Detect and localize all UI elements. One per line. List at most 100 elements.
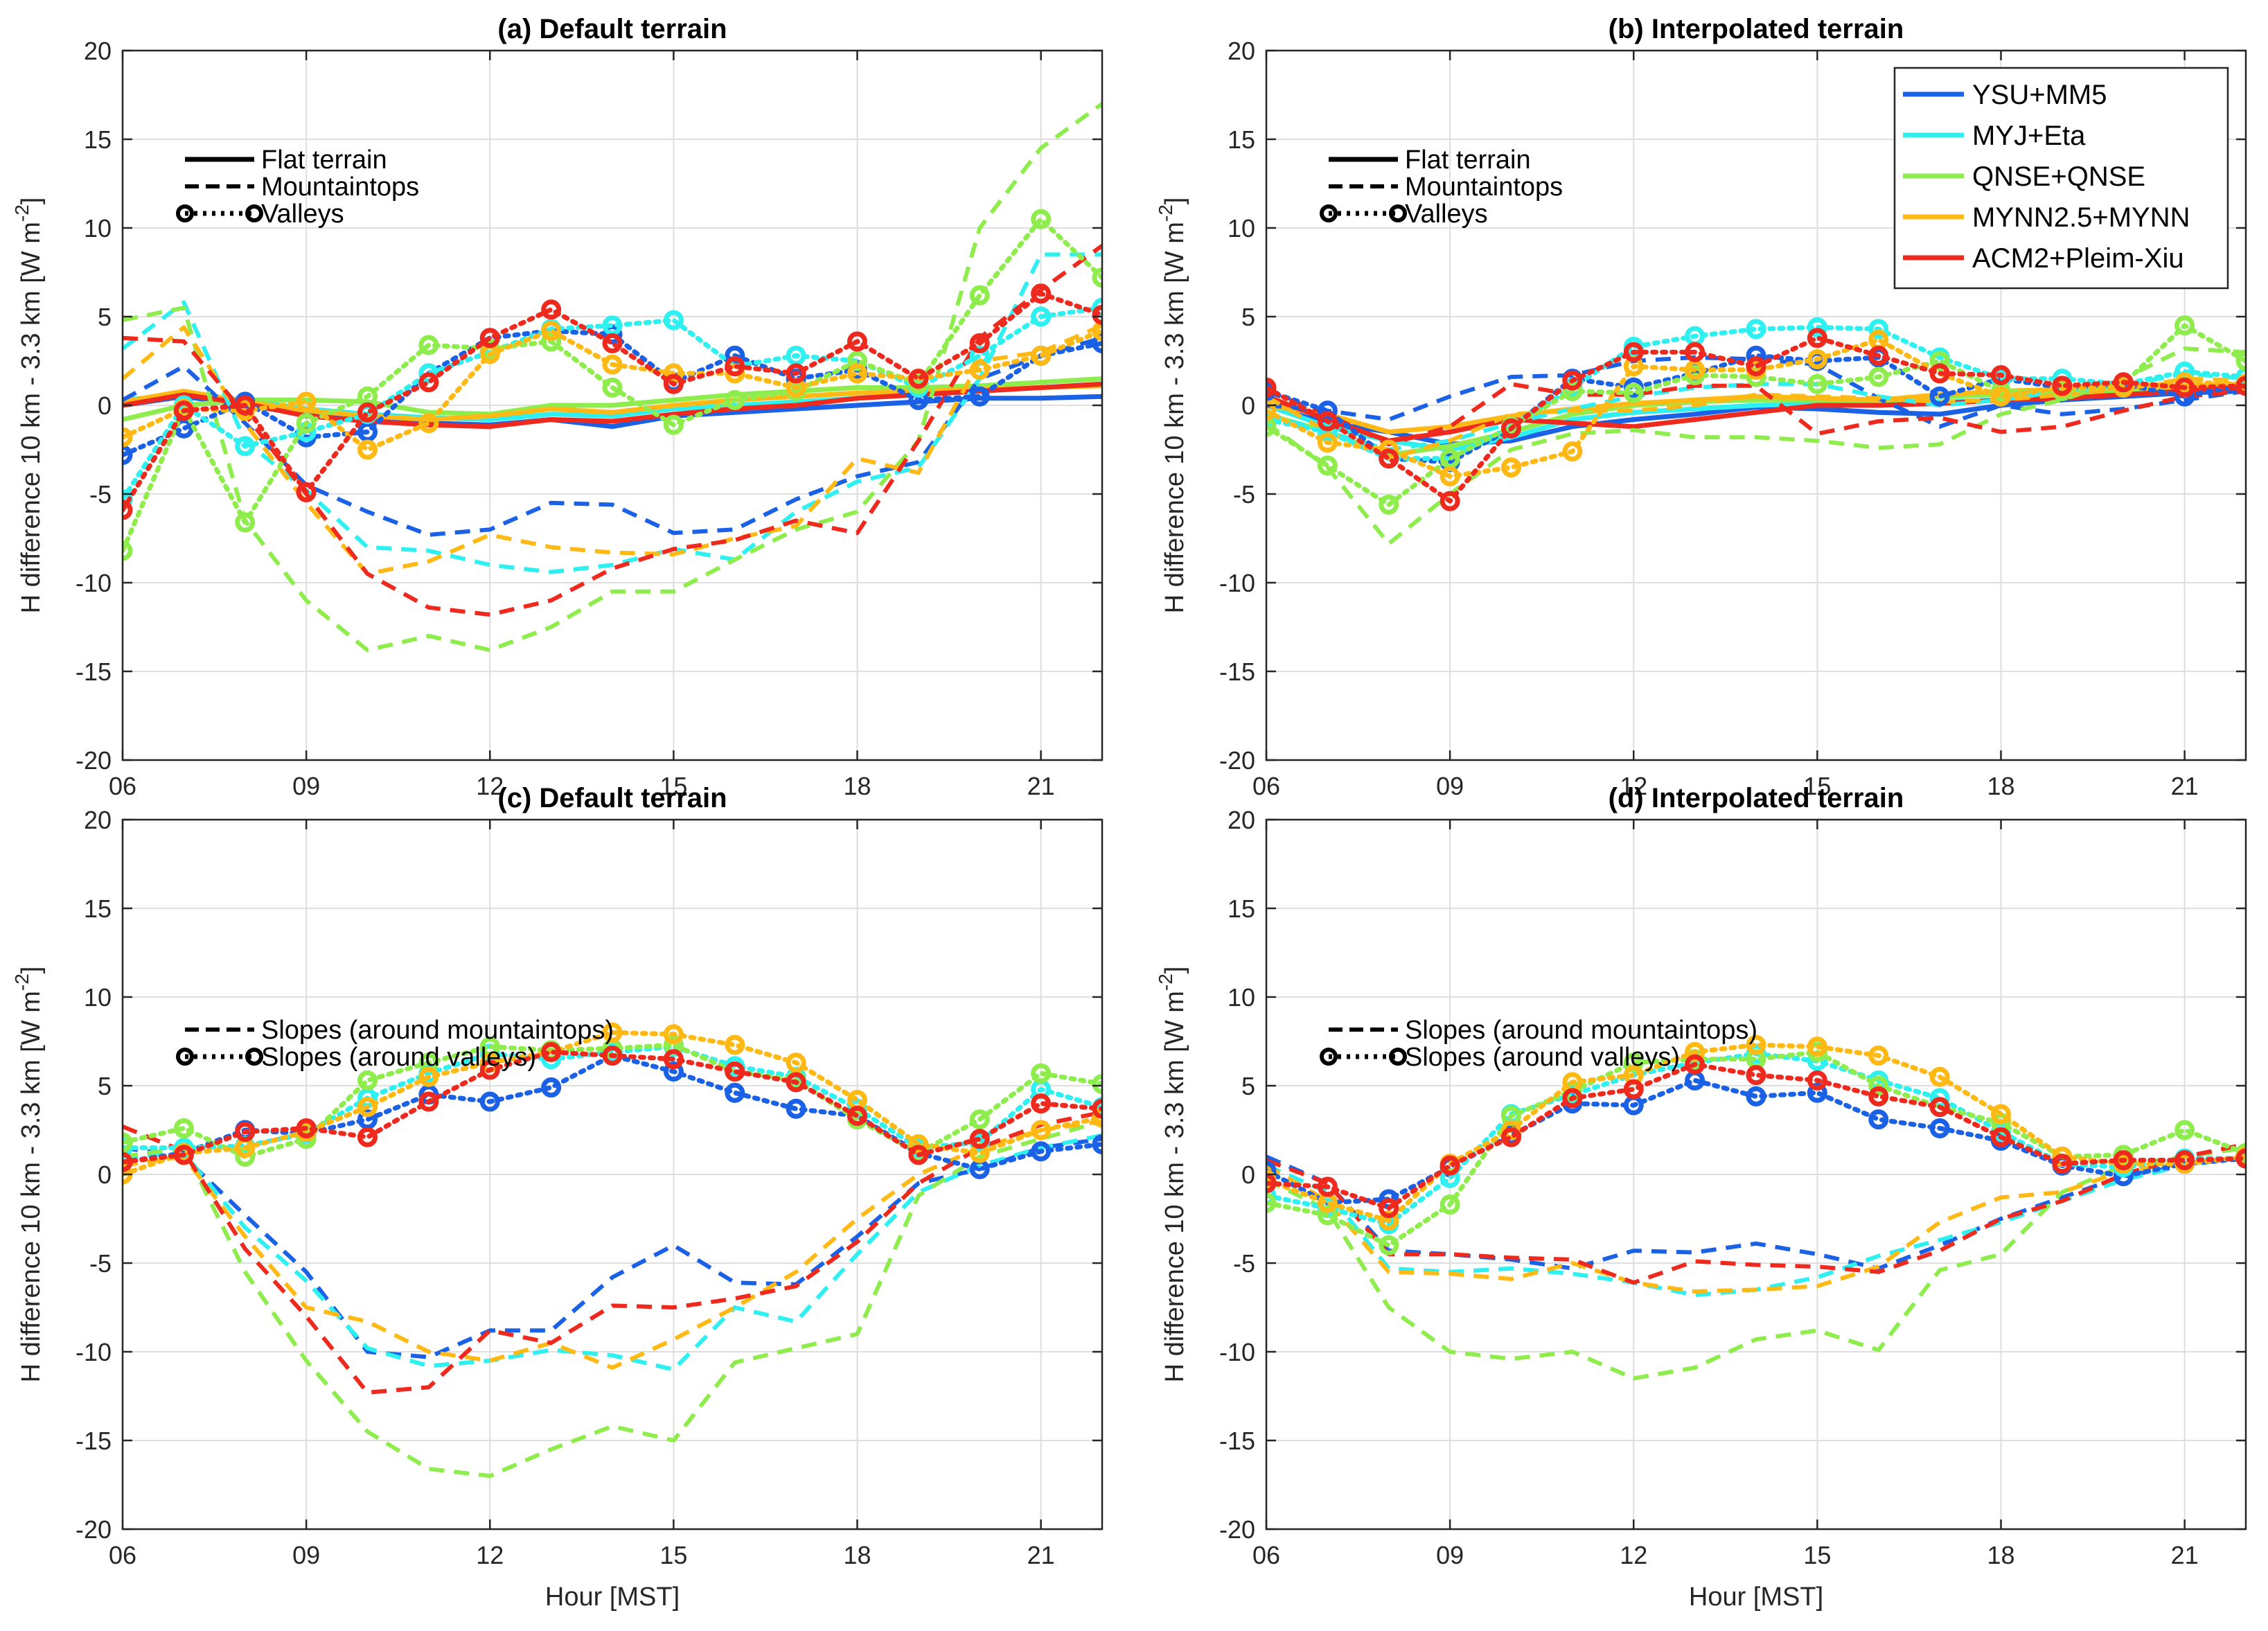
data-point-qnse-qnse [1623, 1052, 1644, 1073]
data-point-acm2-pleim-xiu [908, 369, 929, 389]
data-point-acm2-pleim-xiu [1929, 363, 1950, 384]
data-point-acm2-pleim-xiu [541, 299, 562, 320]
series-line-dotted-markers-acm2-pleim-xiu [123, 291, 1102, 513]
data-point-acm2-pleim-xiu [969, 1129, 990, 1149]
series-line-solid-qnse-qnse [123, 376, 1102, 422]
data-point-mynn2-5-mynn [123, 427, 133, 448]
data-point-mynn2-5-mynn [1092, 320, 1102, 341]
data-point-mynn2-5-mynn [1379, 1210, 1399, 1231]
data-point-qnse-qnse [663, 414, 684, 435]
data-point-acm2-pleim-xiu [357, 402, 378, 423]
series-line-dotted-markers-ysu-mm5 [123, 1053, 1102, 1172]
legend-label: QNSE+QNSE [1972, 161, 2145, 192]
data-point-mynn2-5-mynn [1929, 1066, 1950, 1087]
y-tick-label: 20 [1228, 37, 1255, 65]
series-line-dashed-acm2-pleim-xiu [1266, 382, 2246, 447]
data-point-acm2-pleim-xiu [725, 356, 745, 377]
y-tick-label: 20 [1228, 806, 1255, 834]
data-point-ysu-mm5 [1317, 400, 1338, 421]
data-point-mynn2-5-mynn [1868, 1045, 1889, 1066]
x-tick-label: 18 [1987, 772, 2014, 800]
data-point-mynn2-5-mynn [1685, 360, 1706, 380]
data-point-acm2-pleim-xiu [1746, 356, 1766, 377]
series-line-solid-acm2-pleim-xiu [1266, 385, 2246, 443]
legend-label: MYJ+Eta [1972, 121, 2086, 151]
data-point-acm2-pleim-xiu [1929, 1097, 1950, 1118]
series-line-dotted-markers-acm2-pleim-xiu [123, 1049, 1102, 1165]
data-point-mynn2-5-mynn [1501, 1120, 1521, 1140]
data-point-qnse-qnse [1266, 1192, 1277, 1213]
data-point-qnse-qnse [1317, 455, 1338, 476]
y-tick-label: -20 [76, 746, 112, 775]
data-point-qnse-qnse [1031, 209, 1052, 229]
data-point-qnse-qnse [2235, 351, 2246, 371]
data-point-acm2-pleim-xiu [1266, 377, 1277, 398]
y-tick-label: -15 [76, 1427, 112, 1455]
legend-label: YSU+MM5 [1972, 80, 2107, 110]
series-line-dotted-markers-mynn2-5-mynn [123, 328, 1102, 452]
x-tick-label: 06 [109, 1541, 136, 1569]
chart-title: (d) Interpolated terrain [1609, 783, 1904, 813]
style-legend-label: Valleys [1405, 200, 1488, 229]
x-tick-label: 18 [843, 772, 871, 800]
data-point-acm2-pleim-xiu [1379, 1198, 1399, 1219]
data-point-mynn2-5-mynn [1991, 1104, 2011, 1125]
data-point-ysu-mm5 [123, 445, 133, 466]
data-point-ysu-mm5 [541, 1077, 562, 1098]
style-legend-label: Slopes (around valleys) [1405, 1043, 1680, 1072]
x-tick-label: 09 [292, 1541, 320, 1569]
data-point-mynn2-5-mynn [1092, 1107, 1102, 1128]
y-axis-label: H difference 10 km - 3.3 km [W m-2] [1155, 197, 1189, 614]
data-point-qnse-qnse [541, 331, 562, 352]
data-point-ysu-mm5 [479, 1091, 500, 1112]
data-point-qnse-qnse [1092, 267, 1102, 288]
y-tick-label: 0 [98, 1161, 112, 1189]
y-tick-label: -20 [1219, 1515, 1255, 1544]
data-point-qnse-qnse [1379, 1235, 1399, 1255]
y-tick-label: -20 [1219, 746, 1255, 775]
y-tick-label: 10 [1228, 983, 1255, 1012]
data-point-mynn2-5-mynn [1031, 345, 1052, 366]
series-line-dotted-markers-myj-eta [1266, 324, 2246, 461]
data-point-mynn2-5-mynn [1685, 1041, 1706, 1062]
series-line-dotted-markers-mynn2-5-mynn [1266, 1042, 2246, 1224]
y-axis-label: H difference 10 km - 3.3 km [W m-2] [1155, 967, 1189, 1383]
series-line-dotted-markers-qnse-qnse [123, 216, 1102, 554]
data-point-ysu-mm5 [1092, 333, 1102, 353]
y-tick-label: 15 [1228, 125, 1255, 154]
data-point-acm2-pleim-xiu [123, 500, 133, 520]
data-point-qnse-qnse [602, 377, 623, 398]
style-legend-label: Flat terrain [261, 146, 387, 175]
y-tick-label: -15 [1219, 1427, 1255, 1455]
data-point-acm2-pleim-xiu [969, 333, 990, 353]
style-legend-label: Slopes (around mountaintops) [261, 1016, 614, 1045]
y-tick-label: 20 [84, 37, 112, 65]
data-point-mynn2-5-mynn [1317, 432, 1338, 453]
series-line-dashed-qnse-qnse [123, 1119, 1102, 1479]
data-point-acm2-pleim-xiu [479, 328, 500, 349]
y-tick-label: 15 [84, 894, 112, 923]
style-legend-marker [1389, 1048, 1407, 1066]
data-point-ysu-mm5 [969, 386, 990, 407]
data-point-mynn2-5-mynn [663, 363, 684, 384]
y-tick-label: 0 [1241, 391, 1255, 420]
data-point-mynn2-5-mynn [1807, 1037, 1827, 1057]
data-point-mynn2-5-mynn [908, 1134, 929, 1154]
data-point-qnse-qnse [1092, 1073, 1102, 1094]
data-point-acm2-pleim-xiu [2235, 376, 2246, 396]
style-legend-marker [1389, 204, 1407, 222]
series-line-dotted-markers-acm2-pleim-xiu [1266, 335, 2246, 504]
style-legend-label: Slopes (around valleys) [261, 1043, 536, 1072]
series-line-dashed-qnse-qnse [123, 102, 1102, 653]
data-point-myj-eta [1868, 319, 1889, 340]
data-point-qnse-qnse [235, 512, 256, 533]
data-point-ysu-mm5 [1868, 1109, 1889, 1130]
y-tick-label: -5 [89, 1249, 112, 1278]
data-point-acm2-pleim-xiu [2052, 376, 2073, 396]
style-legend-marker [1320, 204, 1338, 222]
data-point-qnse-qnse [1868, 1075, 1889, 1096]
data-point-qnse-qnse [725, 389, 745, 410]
panel-d: 06 09 12 15 18 21 20 15 10 5 0 -5 -10 -15 -20 (d) Inter… [1155, 783, 2247, 1612]
data-point-acm2-pleim-xiu [1685, 342, 1706, 362]
data-point-mynn2-5-mynn [663, 1024, 684, 1045]
